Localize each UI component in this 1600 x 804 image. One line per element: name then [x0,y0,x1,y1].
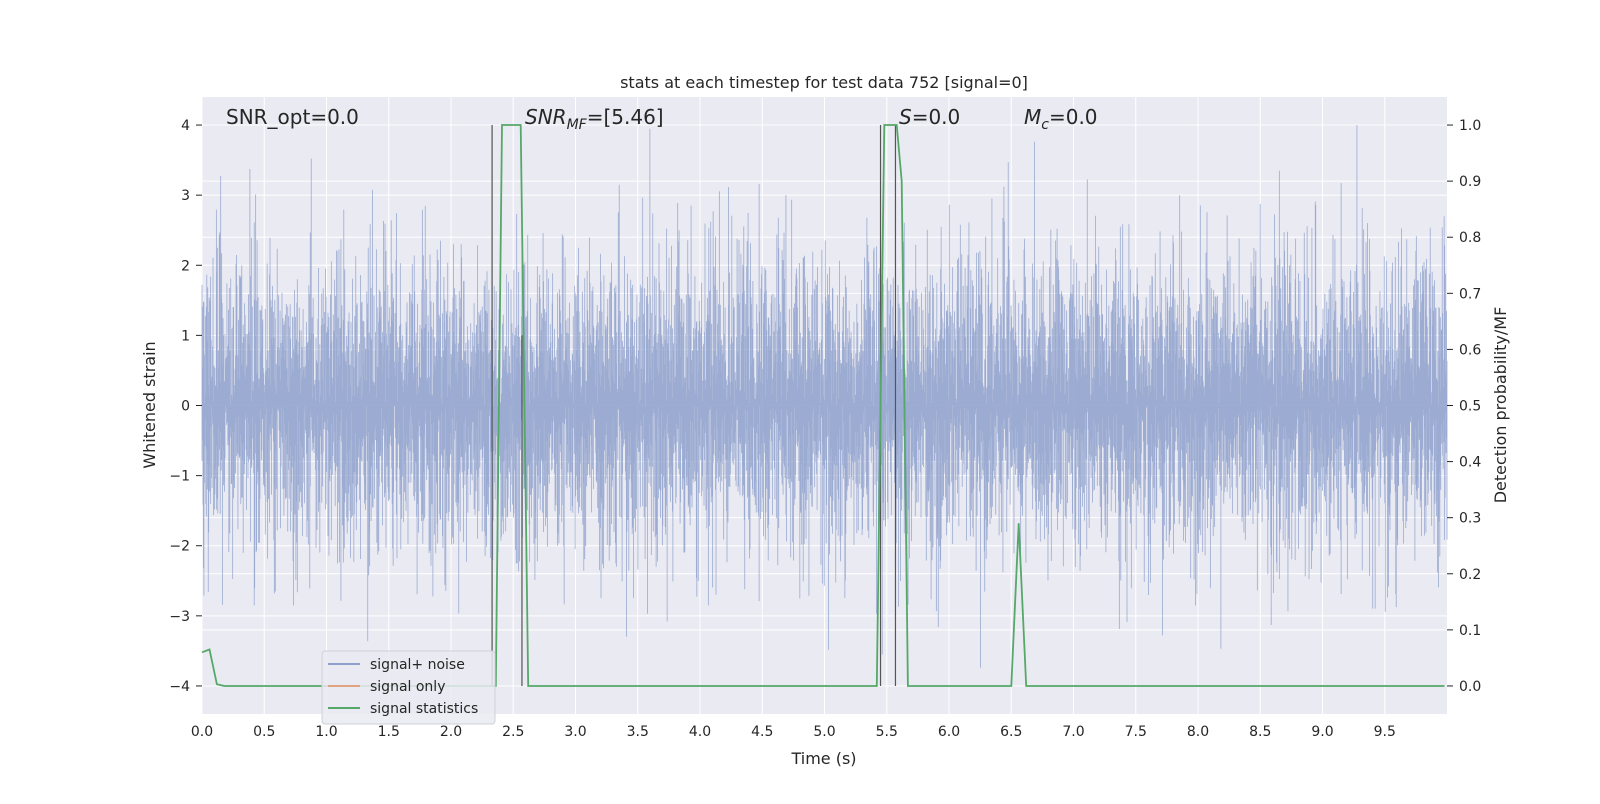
y-left-tick-label: 2 [181,258,190,274]
x-tick-label: 2.0 [440,724,462,740]
x-tick-label: 3.0 [564,724,586,740]
x-tick-label: 7.0 [1062,724,1084,740]
annotation-mc-value: =0.0 [1049,105,1098,129]
x-tick-label: 3.5 [627,724,649,740]
annotation-s-main: S [899,105,912,129]
x-tick-label: 8.5 [1249,724,1271,740]
annotation-snr-mf: SNRMF=[5.46] [525,105,664,133]
y-right-tick-label: 0.0 [1459,679,1481,695]
annotation-mc-sub: c [1041,117,1049,133]
y-right-tick-label: 0.5 [1459,399,1481,415]
y-right-tick-label: 0.7 [1459,286,1481,302]
y-left-tick-label: 4 [181,118,190,134]
x-tick-label: 2.5 [502,724,524,740]
x-tick-label: 1.0 [315,724,337,740]
x-tick-label: 9.0 [1311,724,1333,740]
y-left-tick-label: 3 [181,188,190,204]
x-tick-label: 7.5 [1125,724,1147,740]
annotation-snr-opt: SNR_opt=0.0 [226,105,359,129]
x-tick-label: 4.0 [689,724,711,740]
legend-label-signal-noise: signal+ noise [370,657,465,673]
annotation-s: S=0.0 [899,105,960,129]
y-right-tick-label: 0.2 [1459,567,1481,583]
y-left-tick-label: 0 [181,399,190,415]
y-right-tick-label: 0.3 [1459,511,1481,527]
series-signal-noise [201,125,1448,668]
x-tick-label: 6.5 [1000,724,1022,740]
y-left-tick-label: −2 [169,539,190,555]
series-signal-statistics [201,124,1445,687]
annotation-mc: Mc=0.0 [1024,105,1098,133]
legend-box [321,650,496,725]
y-right-tick-label: 0.4 [1459,455,1481,471]
x-axis-label: Time (s) [790,749,856,768]
tick-labels: 0.0 0.5 1.0 1.5 2.0 2.5 3.0 3.5 4.0 4.5 5.0 5.5 6.0 6… [169,118,1481,740]
x-tick-label: 9.5 [1374,724,1396,740]
x-tick-label: 5.0 [813,724,835,740]
y-left-tick-label: −3 [169,609,190,625]
annotation-snr-mf-value: =[5.46] [587,105,664,129]
series-line-signal-statistics [201,124,1445,687]
annotation-snr-mf-main: SNR [525,105,567,129]
x-tick-label: 0.5 [253,724,275,740]
annotation-snr-mf-sub: MF [567,117,588,133]
chart-title: stats at each timestep for test data 752… [620,73,1028,92]
x-tick-label: 5.5 [876,724,898,740]
x-tick-label: 4.5 [751,724,773,740]
y-right-tick-label: 0.9 [1459,174,1481,190]
y-left-tick-label: 1 [181,328,190,344]
legend-label-signal-statistics: signal statistics [370,701,478,717]
y-axis-label-left: Whitened strain [140,341,159,468]
legend-label-signal-only: signal only [370,679,445,695]
annotation-mc-main: M [1024,105,1041,129]
x-tick-label: 6.0 [938,724,960,740]
annotation-s-value: =0.0 [912,105,961,129]
x-tick-label: 1.5 [378,724,400,740]
y-axis-label-right: Detection probability/MF [1491,307,1510,504]
y-left-tick-label: −4 [169,679,190,695]
y-right-tick-label: 0.6 [1459,342,1481,358]
y-right-tick-label: 0.1 [1459,623,1481,639]
x-tick-label: 0.0 [191,724,213,740]
y-left-tick-label: −1 [169,469,190,485]
y-right-tick-label: 1.0 [1459,118,1481,134]
series-line-signal-noise [201,125,1448,668]
legend: signal+ noise signal only signal statist… [321,650,496,725]
y-right-tick-label: 0.8 [1459,230,1481,246]
x-tick-label: 8.0 [1187,724,1209,740]
